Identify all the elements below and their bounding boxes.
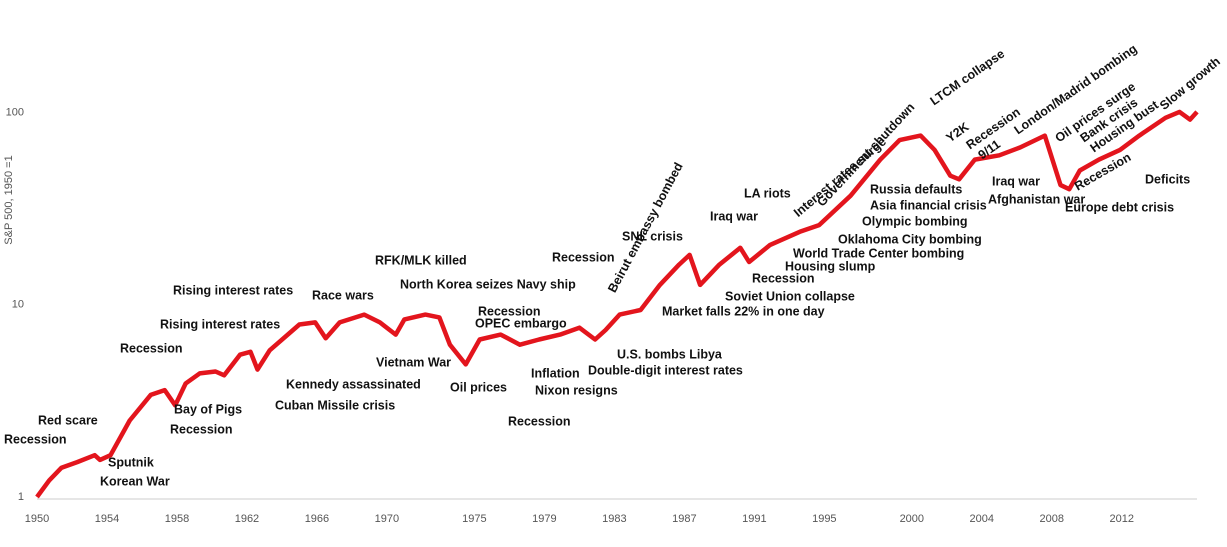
annotation: Recession [4,432,67,446]
annotation: Asia financial crisis [870,198,987,212]
annotation: Kennedy assassinated [286,377,421,391]
annotation: Rising interest rates [160,317,280,331]
x-tick-label: 1979 [532,513,556,525]
annotation: Soviet Union collapse [725,289,855,303]
annotation: Oil prices [450,380,507,394]
annotation: Bay of Pigs [174,402,242,416]
x-tick-label: 1950 [25,513,49,525]
index-line [35,109,1199,499]
y-tick-label: 1 [18,491,24,503]
x-tick-label: 1975 [462,513,486,525]
x-tick-label: 1954 [95,513,119,525]
y-axis-label: S&P 500, 1950 =1 [3,155,15,244]
x-tick-label: 2008 [1040,513,1064,525]
annotation: SNL crisis [622,229,683,243]
annotation: North Korea seizes Navy ship [400,277,576,291]
annotation: Korean War [100,474,170,488]
x-tick-label: 1970 [375,513,399,525]
annotation: Sputnik [108,455,154,469]
annotation: LTCM collapse [928,47,1008,109]
annotation: Olympic bombing [862,214,968,228]
annotation: Rising interest rates [173,283,293,297]
annotation: Nixon resigns [535,383,618,397]
annotation: Inflation [531,366,580,380]
x-tick-label: 1962 [235,513,259,525]
annotation: Double-digit interest rates [588,363,743,377]
annotation: Recession [552,250,615,264]
y-tick-label: 100 [6,107,24,119]
annotation: U.S. bombs Libya [617,347,723,361]
annotation: RFK/MLK killed [375,253,467,267]
annotation: Deficits [1145,172,1190,186]
annotation: Iraq war [710,209,758,223]
annotation: Race wars [312,288,374,302]
annotation: Oklahoma City bombing [838,232,982,246]
annotation: OPEC embargo [475,316,567,330]
annotation: Market falls 22% in one day [662,304,825,318]
annotation: Recession [170,422,233,436]
x-tick-label: 1958 [165,513,189,525]
x-tick-label: 1987 [672,513,696,525]
annotation: Recession [478,304,541,318]
x-tick-label: 2012 [1110,513,1134,525]
annotation: Afghanistan war [988,192,1085,206]
annotation: Russia defaults [870,182,962,196]
x-tick-label: 1991 [742,513,766,525]
x-tick-label: 2004 [970,513,994,525]
annotation: Beirut embassy bombed [605,160,686,295]
x-tick-label: 1966 [305,513,329,525]
x-tick-label: 1995 [812,513,836,525]
annotation: LA riots [744,186,791,200]
annotation: Recession [508,414,571,428]
x-tick-label: 1983 [602,513,626,525]
y-tick-label: 10 [12,299,24,311]
x-tick-label: 2000 [900,513,924,525]
annotation: Iraq war [992,174,1040,188]
annotation: Recession [120,341,183,355]
annotation: Europe debt crisis [1065,200,1174,214]
annotation: World Trade Center bombing [793,246,964,260]
annotation: Housing slump [785,259,876,273]
annotation: Slow growth [1157,54,1223,112]
annotation: Cuban Missile crisis [275,398,395,412]
annotation: Vietnam War [376,355,451,369]
annotation: Red scare [38,413,98,427]
annotation: Recession [752,271,815,285]
